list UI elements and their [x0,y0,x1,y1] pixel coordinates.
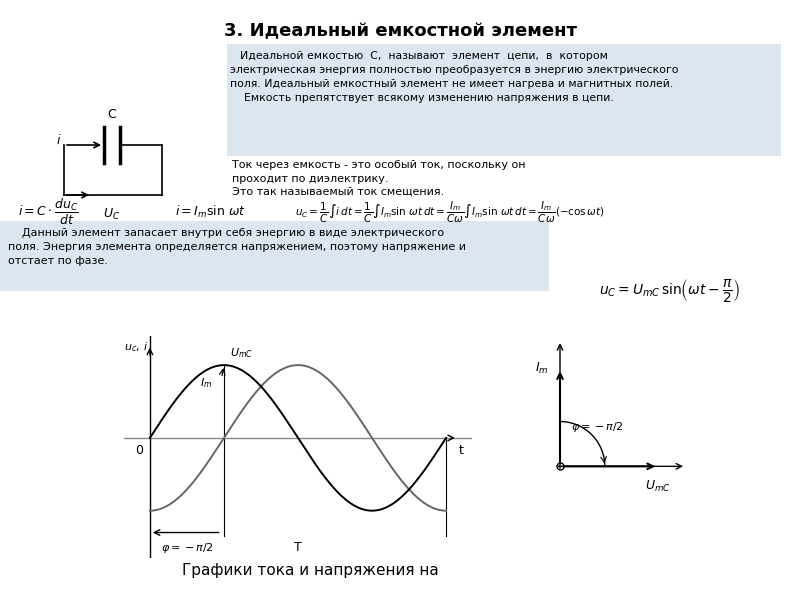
Text: $I_m$: $I_m$ [535,361,549,376]
Text: t: t [458,444,463,457]
Text: $u_C = \dfrac{1}{C}\int i\,dt = \dfrac{1}{C}\int I_m \sin\,\omega t\,dt = \dfrac: $u_C = \dfrac{1}{C}\int i\,dt = \dfrac{1… [295,199,605,224]
Text: $u_c,\,i$: $u_c,\,i$ [124,340,148,354]
FancyBboxPatch shape [227,44,781,156]
Text: Идеальной емкостью  C,  называют  элемент  цепи,  в  котором: Идеальной емкостью C, называют элемент ц… [240,51,608,61]
Text: $i = C \cdot \dfrac{du_C}{dt}$: $i = C \cdot \dfrac{du_C}{dt}$ [18,197,78,227]
Text: T: T [294,541,302,554]
Text: поля. Энергия элемента определяется напряжением, поэтому напряжение и: поля. Энергия элемента определяется напр… [8,242,466,252]
Text: Емкость препятствует всякому изменению напряжения в цепи.: Емкость препятствует всякому изменению н… [230,93,614,103]
Text: Ток через емкость - это особый ток, поскольку он: Ток через емкость - это особый ток, поск… [232,160,526,170]
Text: $i = I_m \sin\,\omega t$: $i = I_m \sin\,\omega t$ [175,204,246,220]
Text: $\varphi=-\pi/2$: $\varphi=-\pi/2$ [571,420,624,434]
Text: $\varphi=-\pi/2$: $\varphi=-\pi/2$ [161,541,214,555]
Text: проходит по диэлектрику.: проходит по диэлектрику. [232,174,389,184]
Text: i: i [57,134,60,148]
Text: $U_{mC}$: $U_{mC}$ [645,478,671,494]
Text: $U_{mC}$: $U_{mC}$ [230,346,253,360]
Text: поля. Идеальный емкостный элемент не имеет нагрева и магнитных полей.: поля. Идеальный емкостный элемент не име… [230,79,674,89]
Text: Графики тока и напряжения на: Графики тока и напряжения на [182,563,438,578]
Text: C: C [108,108,116,121]
Text: 0: 0 [135,444,143,457]
Text: $I_m$: $I_m$ [200,376,212,390]
FancyBboxPatch shape [0,221,549,291]
Text: 3. Идеальный емкостной элемент: 3. Идеальный емкостной элемент [223,22,577,40]
Text: отстает по фазе.: отстает по фазе. [8,256,108,266]
Text: $U_C$: $U_C$ [103,207,121,222]
Text: $u_C = U_{mC}\,\sin\!\left(\omega t - \dfrac{\pi}{2}\right)$: $u_C = U_{mC}\,\sin\!\left(\omega t - \d… [599,277,741,304]
Text: Данный элемент запасает внутри себя энергию в виде электрического: Данный элемент запасает внутри себя энер… [8,228,444,238]
Text: Это так называемый ток смещения.: Это так называемый ток смещения. [232,187,444,197]
Text: электрическая энергия полностью преобразуется в энергию электрического: электрическая энергия полностью преобраз… [230,65,678,75]
